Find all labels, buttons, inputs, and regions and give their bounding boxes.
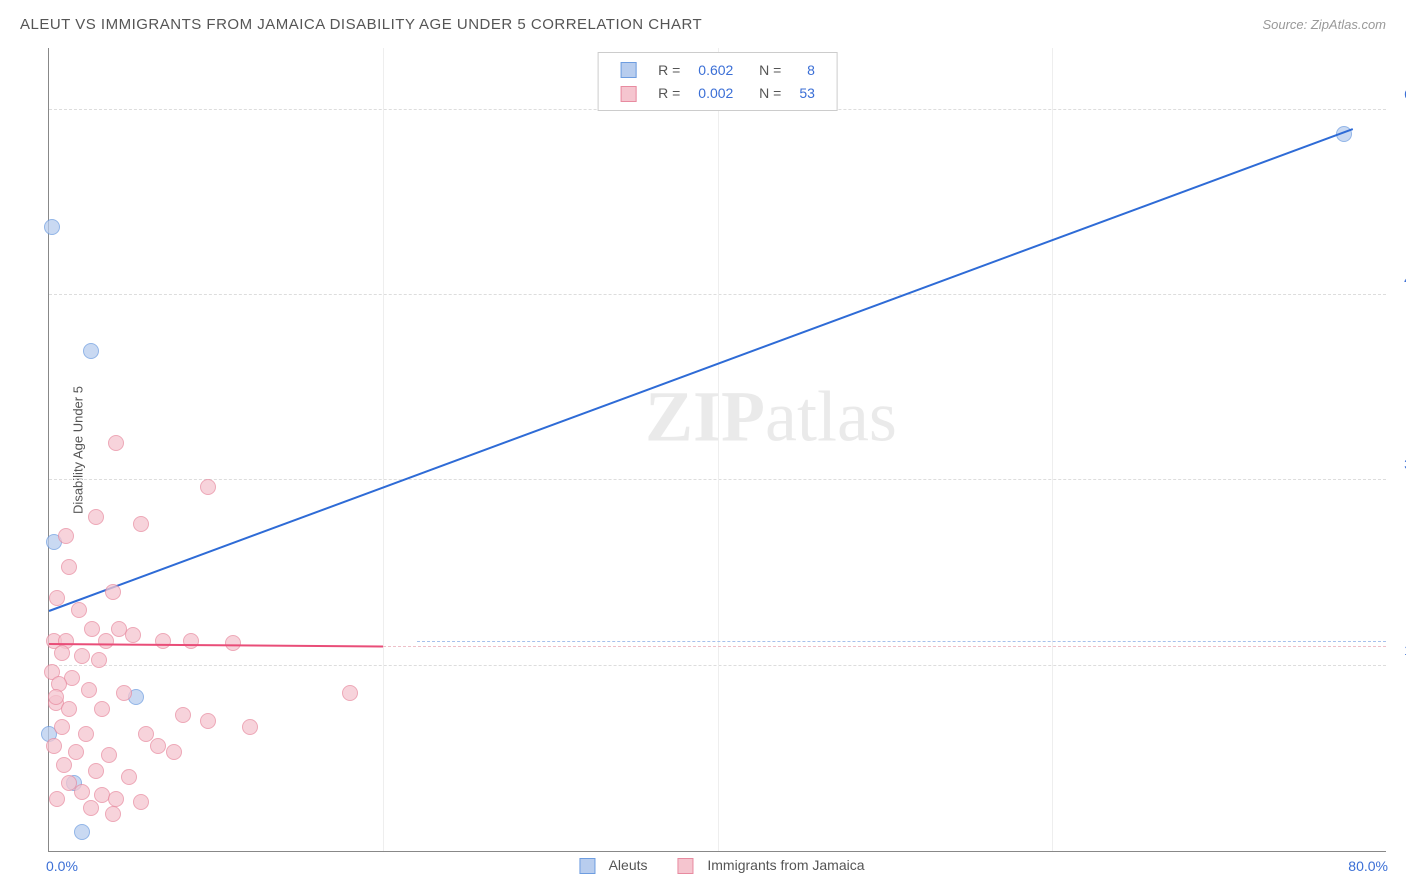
data-point [74,648,90,664]
data-point [150,738,166,754]
data-point [88,509,104,525]
data-point [108,791,124,807]
data-point [242,719,258,735]
chart-area: Disability Age Under 5 ZIPatlas 1.5%3.0%… [48,48,1386,852]
regression-dash [383,646,1386,647]
watermark: ZIPatlas [645,376,897,459]
data-point [78,726,94,742]
data-point [105,584,121,600]
data-point [48,689,64,705]
data-point [98,633,114,649]
data-point [54,645,70,661]
data-point [125,627,141,643]
data-point [133,794,149,810]
gridline-v [1052,48,1053,851]
data-point [155,633,171,649]
y-tick-label: 6.0% [1391,86,1406,102]
data-point [116,685,132,701]
regression-dash [417,641,1386,642]
gridline-v [383,48,384,851]
data-point [74,784,90,800]
data-point [200,479,216,495]
data-point [74,824,90,840]
data-point [101,747,117,763]
data-point [58,528,74,544]
chart-title: ALEUT VS IMMIGRANTS FROM JAMAICA DISABIL… [20,16,702,33]
data-point [54,719,70,735]
plot-area: ZIPatlas 1.5%3.0%4.5%6.0%R =0.602 N =8R … [48,48,1386,852]
data-point [91,652,107,668]
y-tick-label: 4.5% [1391,271,1406,287]
data-point [342,685,358,701]
legend-item: Immigrants from Jamaica [667,857,864,873]
regression-line [49,128,1353,612]
legend-item: Aleuts [569,857,647,873]
data-point [94,701,110,717]
data-point [49,791,65,807]
data-point [44,219,60,235]
y-tick-label: 3.0% [1391,456,1406,472]
gridline-v [718,48,719,851]
chart-header: ALEUT VS IMMIGRANTS FROM JAMAICA DISABIL… [0,0,1406,40]
x-axis-min: 0.0% [46,858,78,874]
data-point [46,738,62,754]
data-point [183,633,199,649]
data-point [121,769,137,785]
bottom-legend: Aleuts Immigrants from Jamaica [559,857,874,874]
data-point [83,343,99,359]
data-point [81,682,97,698]
chart-source: Source: ZipAtlas.com [1262,17,1386,32]
y-tick-label: 1.5% [1391,642,1406,658]
data-point [88,763,104,779]
data-point [68,744,84,760]
data-point [133,516,149,532]
data-point [61,559,77,575]
x-axis-max: 80.0% [1348,858,1388,874]
data-point [200,713,216,729]
data-point [175,707,191,723]
data-point [56,757,72,773]
data-point [108,435,124,451]
data-point [71,602,87,618]
data-point [166,744,182,760]
data-point [49,590,65,606]
data-point [84,621,100,637]
data-point [105,806,121,822]
stats-legend: R =0.602 N =8R =0.002 N =53 [597,52,838,111]
data-point [83,800,99,816]
data-point [61,701,77,717]
